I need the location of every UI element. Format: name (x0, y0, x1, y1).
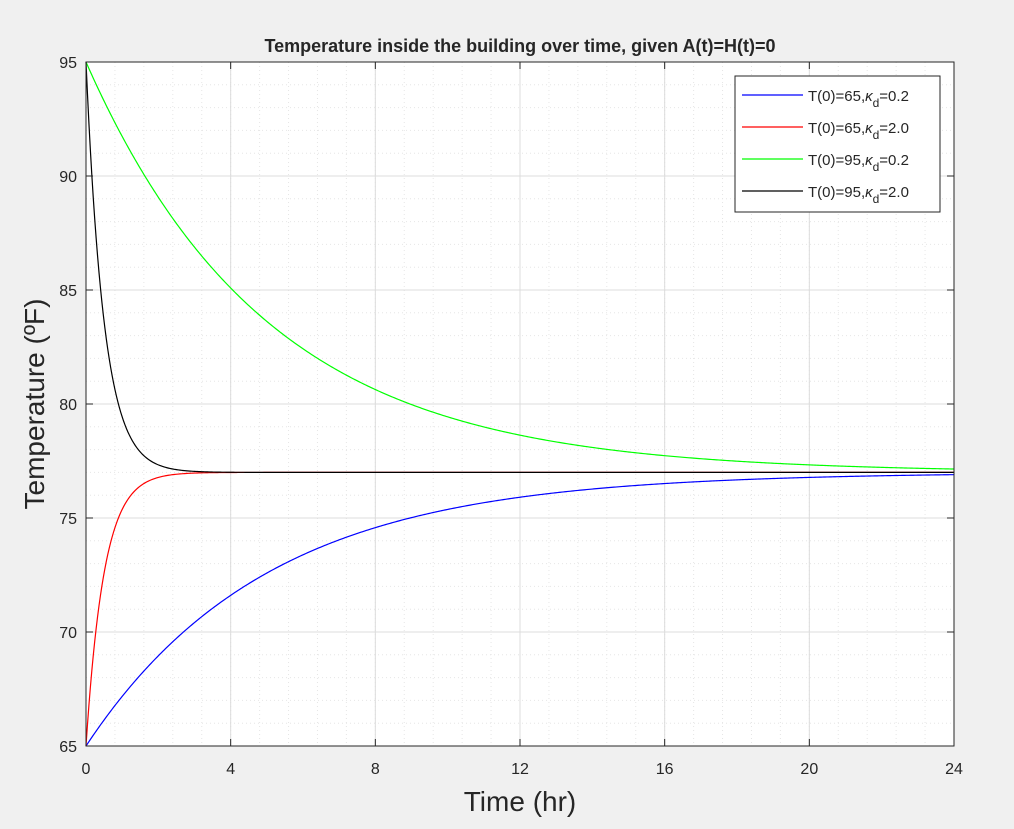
legend-kappa-subscript: d (873, 192, 880, 206)
legend-label-suffix: =0.2 (879, 152, 909, 169)
chart-title: Temperature inside the building over tim… (264, 36, 775, 56)
legend-label-suffix: =2.0 (879, 120, 909, 137)
legend-kappa-symbol: κ (865, 120, 874, 137)
series-line-3 (85, 61, 955, 470)
x-tick-label: 8 (371, 761, 380, 778)
legend-box (734, 75, 941, 213)
x-tick-label: 16 (656, 761, 674, 778)
y-tick-label: 90 (59, 169, 77, 186)
legend-label-prefix: T(0)=65, (808, 120, 865, 137)
x-axis-label: Time (hr) (464, 786, 577, 817)
legend-kappa-symbol: κ (865, 152, 874, 169)
y-tick-label: 95 (59, 55, 77, 72)
series-line-1 (85, 474, 955, 747)
legend-kappa-subscript: d (873, 160, 880, 174)
y-tick-label: 80 (59, 397, 77, 414)
legend-label-4: T(0)=95,κd=2.0 (808, 184, 909, 206)
x-axis-ticks: 0 4 8 12 16 20 24 (82, 62, 963, 778)
x-tick-label: 12 (511, 761, 529, 778)
legend-label-2: T(0)=65,κd=2.0 (808, 120, 909, 142)
x-tick-label: 4 (226, 761, 235, 778)
legend-kappa-subscript: d (873, 96, 880, 110)
legend-label-prefix: T(0)=95, (808, 184, 865, 201)
x-tick-label: 24 (945, 761, 963, 778)
series-lines (85, 61, 955, 747)
legend-kappa-subscript: d (873, 128, 880, 142)
legend: T(0)=65,κd=0.2T(0)=65,κd=2.0T(0)=95,κd=0… (734, 75, 941, 213)
y-tick-label: 75 (59, 511, 77, 528)
y-axis-ticks: 65 70 75 80 85 90 95 (59, 55, 954, 756)
x-tick-label: 0 (82, 761, 91, 778)
legend-label-1: T(0)=65,κd=0.2 (808, 88, 909, 110)
legend-kappa-symbol: κ (865, 88, 874, 105)
y-tick-label: 70 (59, 625, 77, 642)
legend-label-prefix: T(0)=65, (808, 88, 865, 105)
y-tick-label: 85 (59, 283, 77, 300)
y-axis-label: Temperature (ºF) (19, 299, 50, 510)
y-tick-label: 65 (59, 739, 77, 756)
legend-label-suffix: =0.2 (879, 88, 909, 105)
series-line-4 (85, 61, 954, 473)
x-tick-label: 20 (800, 761, 818, 778)
legend-kappa-symbol: κ (865, 184, 874, 201)
legend-label-prefix: T(0)=95, (808, 152, 865, 169)
legend-label-suffix: =2.0 (879, 184, 909, 201)
legend-label-3: T(0)=95,κd=0.2 (808, 152, 909, 174)
